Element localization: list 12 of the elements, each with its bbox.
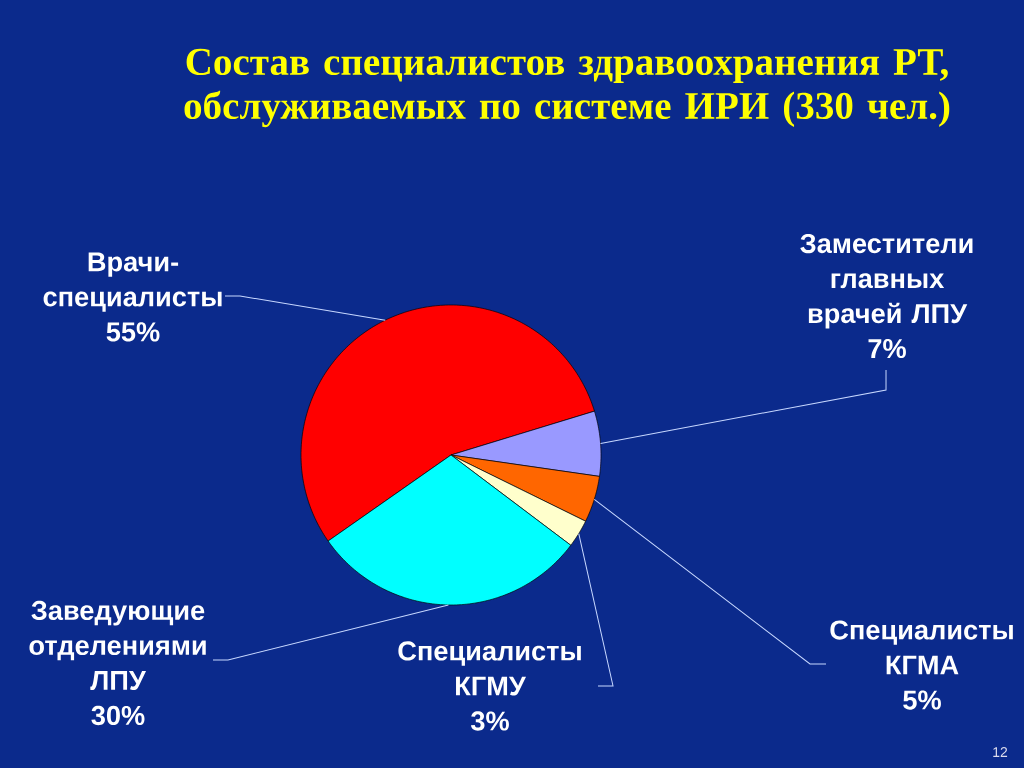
slice-label: Заместители главных врачей ЛПУ bbox=[800, 233, 973, 329]
chart-title: Состав специалистов здравоохранения РТ, обслуживаемых по системе ИРИ (330 чел.) bbox=[184, 48, 950, 128]
data-label: 3% bbox=[470, 711, 509, 731]
slice-label: Врачи-специалисты bbox=[43, 252, 222, 312]
text: 12 bbox=[993, 747, 1008, 757]
slice-label: Специалисты КГМУ bbox=[398, 641, 581, 696]
slice-label: Специалисты КГМА bbox=[830, 620, 1013, 675]
data-label: 5% bbox=[903, 690, 941, 710]
data-label: 55% bbox=[106, 322, 160, 342]
data-label: 7% bbox=[868, 338, 906, 359]
data-label: 30% bbox=[91, 705, 145, 726]
slice-label: Заведующие отделениями ЛПУ bbox=[29, 600, 206, 691]
